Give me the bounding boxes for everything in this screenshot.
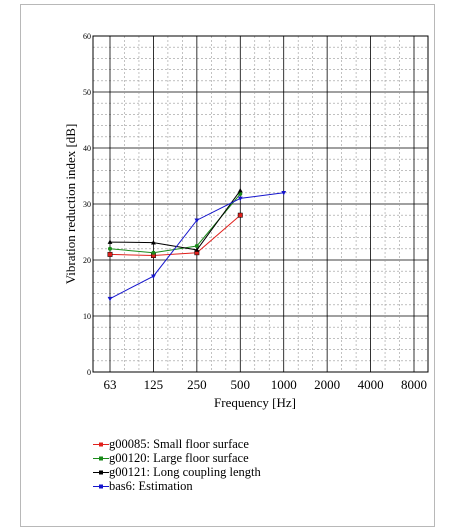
data-point [238, 191, 243, 196]
x-tick-label: 250 [187, 377, 207, 392]
y-tick-label: 50 [83, 88, 91, 97]
data-point [107, 296, 113, 302]
legend-item: bas6: Estimation [93, 479, 261, 493]
data-point [237, 196, 243, 201]
legend-label: g00121: Long coupling length [109, 465, 261, 479]
y-tick-label: 0 [87, 368, 91, 377]
data-point [237, 212, 243, 218]
x-tick-label: 8000 [401, 377, 427, 392]
legend-swatch [93, 484, 109, 488]
legend-item: g00121: Long coupling length [93, 465, 261, 479]
y-tick-label: 40 [83, 144, 91, 153]
data-point [108, 246, 112, 251]
legend-swatch [93, 470, 109, 474]
data-point [107, 239, 113, 244]
y-tick-label: 60 [83, 32, 91, 41]
data-point [107, 251, 113, 257]
chart-frame [20, 4, 435, 527]
data-point [151, 274, 156, 279]
legend: g00085: Small floor surface g00120: Large… [93, 437, 261, 493]
data-point [237, 187, 243, 193]
data-point [151, 240, 156, 245]
y-tick-label: 10 [83, 312, 91, 321]
series-line [109, 214, 241, 257]
x-tick-label: 63 [104, 377, 117, 392]
legend-label: bas6: Estimation [109, 479, 193, 493]
data-point [281, 191, 287, 196]
x-tick-label: 125 [144, 377, 164, 392]
data-point [194, 244, 199, 248]
y-tick-label: 20 [83, 256, 91, 265]
y-tick-label: 30 [83, 200, 91, 209]
series-line [109, 193, 241, 254]
legend-label: g00120: Large floor surface [109, 451, 249, 465]
legend-item: g00085: Small floor surface [93, 437, 261, 451]
legend-label: g00085: Small floor surface [109, 437, 249, 451]
data-point [194, 218, 200, 223]
x-tick-label: 1000 [271, 377, 297, 392]
legend-item: g00120: Large floor surface [93, 451, 261, 465]
x-tick-label: 2000 [314, 377, 340, 392]
x-tick-label: 500 [231, 377, 251, 392]
legend-swatch [93, 442, 109, 446]
data-point [194, 247, 200, 252]
data-point [151, 250, 156, 255]
plot-area [92, 35, 429, 373]
x-tick-label: 4000 [358, 377, 384, 392]
series-line [109, 190, 241, 251]
x-axis-label: Frequency [Hz] [214, 395, 296, 410]
legend-swatch [93, 456, 109, 460]
y-axis-label: Vibration reduction index [dB] [63, 124, 78, 285]
